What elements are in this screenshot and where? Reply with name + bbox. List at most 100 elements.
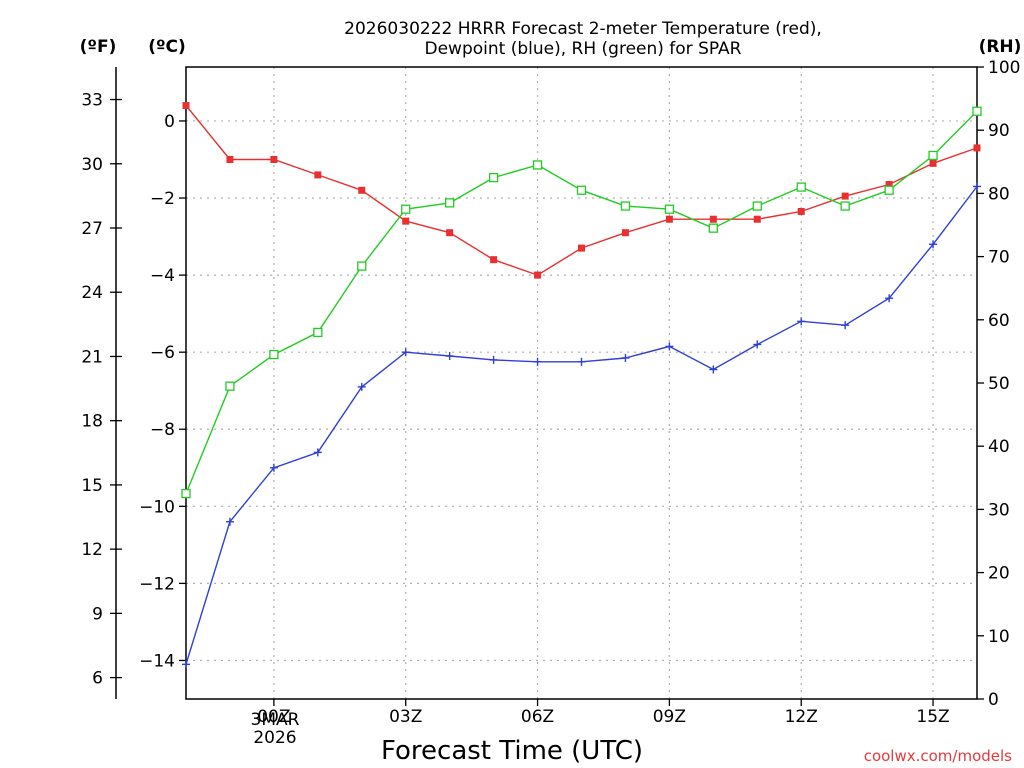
fahrenheit-tick-label: 15 (81, 476, 103, 496)
rh-point (576, 185, 587, 195)
dewpoint-series (182, 182, 981, 669)
rh-point (532, 160, 543, 170)
rh-point (884, 185, 894, 195)
rh-point (313, 327, 323, 338)
rh-point (840, 201, 850, 211)
rh-point (708, 223, 718, 233)
rh-tick-label: 10 (988, 627, 1010, 647)
rh-tick-label: 0 (988, 690, 999, 710)
dewpoint-point (621, 353, 630, 362)
dewpoint-point (401, 348, 410, 357)
chart-subtitle: Dewpoint (blue), RH (green) for SPAR (425, 39, 742, 59)
2-meter-temperature-point (270, 155, 278, 163)
x-tick-label: 09Z (653, 707, 686, 727)
rh-point (664, 204, 675, 214)
rh-series (181, 106, 982, 499)
rh-tick-label: 80 (988, 184, 1010, 204)
credit-text: coolwx.com/models (864, 747, 1012, 765)
2-meter-temperature-point (226, 155, 234, 163)
x-tick-label: 00Z (257, 707, 290, 727)
dewpoint-point (445, 352, 454, 361)
rh-point (928, 150, 938, 161)
fahrenheit-tick-label: 21 (81, 347, 103, 367)
fahrenheit-tick-label: 27 (81, 219, 103, 239)
2-meter-temperature-point (490, 256, 498, 264)
rh-tick-label: 60 (988, 311, 1010, 331)
fahrenheit-tick-label: 9 (92, 604, 103, 624)
dewpoint-point (577, 357, 586, 366)
date-label-year: 2026 (253, 728, 296, 748)
dewpoint-point (885, 294, 894, 303)
2-meter-temperature-point (358, 186, 366, 194)
rh-tick-label: 40 (988, 437, 1010, 457)
fahrenheit-tick-label: 30 (81, 155, 103, 175)
celsius-tick-label: −10 (139, 497, 175, 517)
x-tick-label: 06Z (521, 707, 554, 727)
dewpoint-point (269, 463, 278, 472)
rh-point (357, 261, 367, 271)
2-meter-temperature-point (314, 171, 322, 179)
x-axis-title: Forecast Time (UTC) (381, 736, 643, 766)
dewpoint-point (533, 357, 542, 366)
date-label-month: 3MAR (251, 710, 300, 730)
fahrenheit-unit-label: (ºF) (80, 37, 117, 57)
celsius-tick-label: −8 (150, 420, 175, 440)
2-meter-temperature-point (885, 181, 893, 189)
series-layer (181, 102, 982, 669)
axes: 0−2−4−6−8−10−12−143330272421181512961009… (81, 58, 1020, 727)
dewpoint-point (665, 342, 674, 351)
dewpoint-point (709, 365, 718, 374)
celsius-tick-label: −14 (139, 651, 175, 671)
fahrenheit-tick-label: 33 (81, 91, 103, 111)
chart-title: 2026030222 HRRR Forecast 2-meter Tempera… (344, 19, 822, 39)
fahrenheit-tick-label: 12 (81, 540, 103, 560)
rh-point (752, 201, 762, 211)
rh-tick-label: 50 (988, 374, 1010, 394)
rh-point (445, 198, 455, 208)
celsius-tick-label: −4 (150, 266, 175, 286)
dewpoint-point (182, 660, 190, 669)
fahrenheit-tick-label: 6 (92, 669, 103, 689)
rh-point (181, 488, 191, 499)
celsius-tick-label: −2 (150, 189, 175, 209)
2-meter-temperature-point (578, 244, 585, 252)
rh-line (185, 110, 978, 494)
rh-point (796, 182, 806, 192)
celsius-tick-label: −12 (139, 574, 175, 594)
rh-tick-label: 90 (988, 121, 1010, 141)
rh-tick-label: 100 (988, 58, 1020, 78)
celsius-tick-label: −6 (150, 343, 175, 363)
2-meter-temperature-point (841, 192, 849, 200)
dewpoint-point (797, 317, 806, 326)
2-meter-temperature-point (797, 208, 805, 216)
2-meter-temperature-point (709, 215, 717, 223)
celsius-tick-label: 0 (164, 112, 175, 132)
dewpoint-point (841, 321, 850, 330)
2-meter-temperature-point (753, 215, 761, 223)
2-meter-temperature-point (621, 229, 629, 237)
dewpoint-point (313, 448, 322, 457)
2-meter-temperature-point (973, 144, 981, 152)
2-meter-temperature-point (446, 229, 454, 237)
x-tick-label: 12Z (785, 707, 818, 727)
rh-point (972, 106, 982, 116)
plot-frame (185, 66, 978, 700)
2-meter-temperature-point (929, 159, 937, 167)
2-meter-temperature-point (182, 102, 190, 110)
dewpoint-point (225, 517, 234, 526)
fahrenheit-tick-label: 18 (81, 412, 103, 432)
x-tick-label: 03Z (389, 707, 422, 727)
2-meter-temperature-point (534, 271, 542, 279)
rh-point (488, 172, 499, 183)
2-meter-temperature-point (665, 215, 673, 223)
x-tick-label: 15Z (916, 707, 949, 727)
dewpoint-point (973, 182, 981, 191)
rh-point (620, 201, 631, 211)
2-meter-temperature-series (182, 102, 981, 279)
dewpoint-point (489, 355, 498, 364)
2-meter-temperature-point (402, 217, 410, 225)
grid-lines (186, 67, 977, 699)
rh-unit-label: (RH) (979, 37, 1022, 57)
rh-tick-label: 30 (988, 500, 1010, 520)
